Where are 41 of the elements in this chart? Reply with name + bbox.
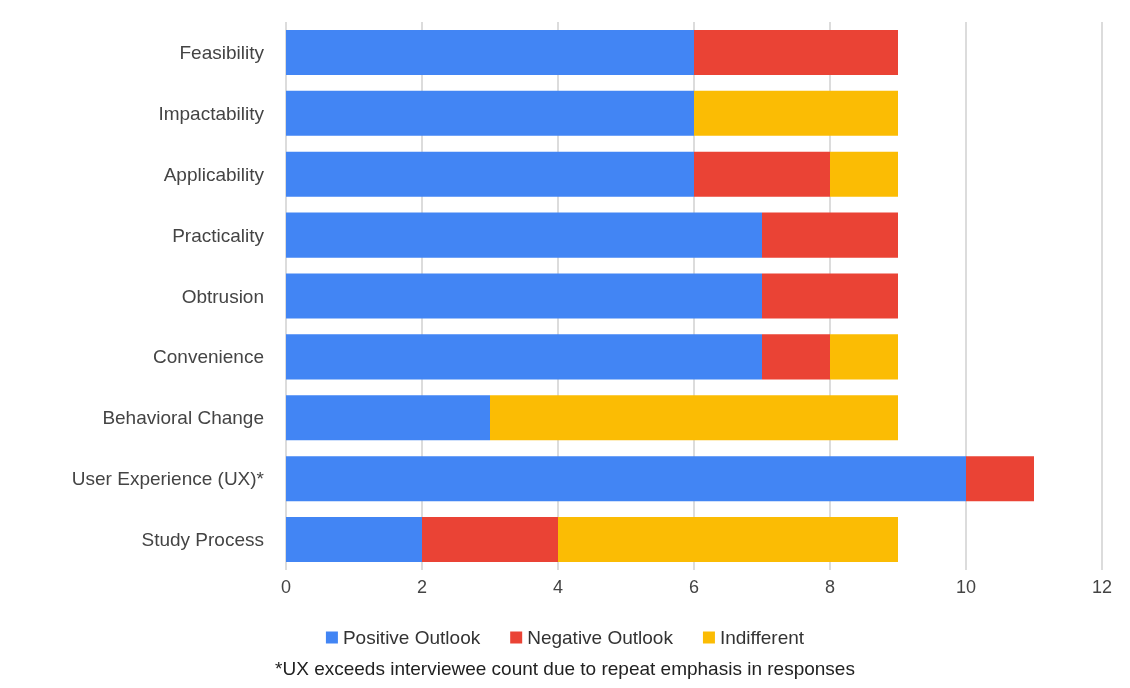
legend-label: Indifferent [719, 627, 805, 648]
bar [286, 456, 966, 502]
bar [694, 29, 898, 75]
bar [762, 334, 830, 380]
y-tick-label: Practicality [172, 224, 265, 246]
x-tick-label: 2 [416, 577, 428, 597]
y-tick-label: Study Process [141, 529, 264, 551]
x-tick-label: 4 [552, 577, 564, 597]
bar [762, 273, 898, 319]
y-tick-label: Convenience [153, 346, 264, 368]
bar [286, 151, 694, 197]
legend-label: Negative Outlook [527, 627, 674, 648]
x-tick-label: 0 [280, 577, 292, 597]
x-tick-label: 6 [688, 577, 700, 597]
y-tick-label: Applicability [163, 163, 265, 185]
y-tick-label: Obtrusion [181, 285, 264, 307]
bar [762, 212, 898, 258]
x-tick-label: 12 [1091, 577, 1113, 597]
bar [830, 334, 898, 380]
bar [286, 395, 490, 441]
bar [966, 456, 1034, 502]
bar [694, 90, 898, 136]
x-tick-label: 10 [955, 577, 977, 597]
bar [422, 517, 558, 563]
bar [286, 334, 762, 380]
x-tick-label: 8 [824, 577, 836, 597]
y-tick-label: Feasibility [179, 41, 265, 63]
bar [286, 90, 694, 136]
bar [286, 29, 694, 75]
legend-label: Positive Outlook [342, 627, 481, 648]
bar [694, 151, 830, 197]
bar [286, 212, 762, 258]
bar [490, 395, 898, 441]
y-tick-label: User Experience (UX)* [71, 468, 265, 490]
bar [286, 273, 762, 319]
bar [558, 517, 898, 563]
bar [830, 151, 898, 197]
bar [286, 517, 422, 563]
y-tick-label: Behavioral Change [102, 407, 264, 429]
y-tick-label: Impactability [158, 102, 265, 124]
text: *UX exceeds interviewee count due to repeat emphasis in responses [275, 658, 855, 679]
